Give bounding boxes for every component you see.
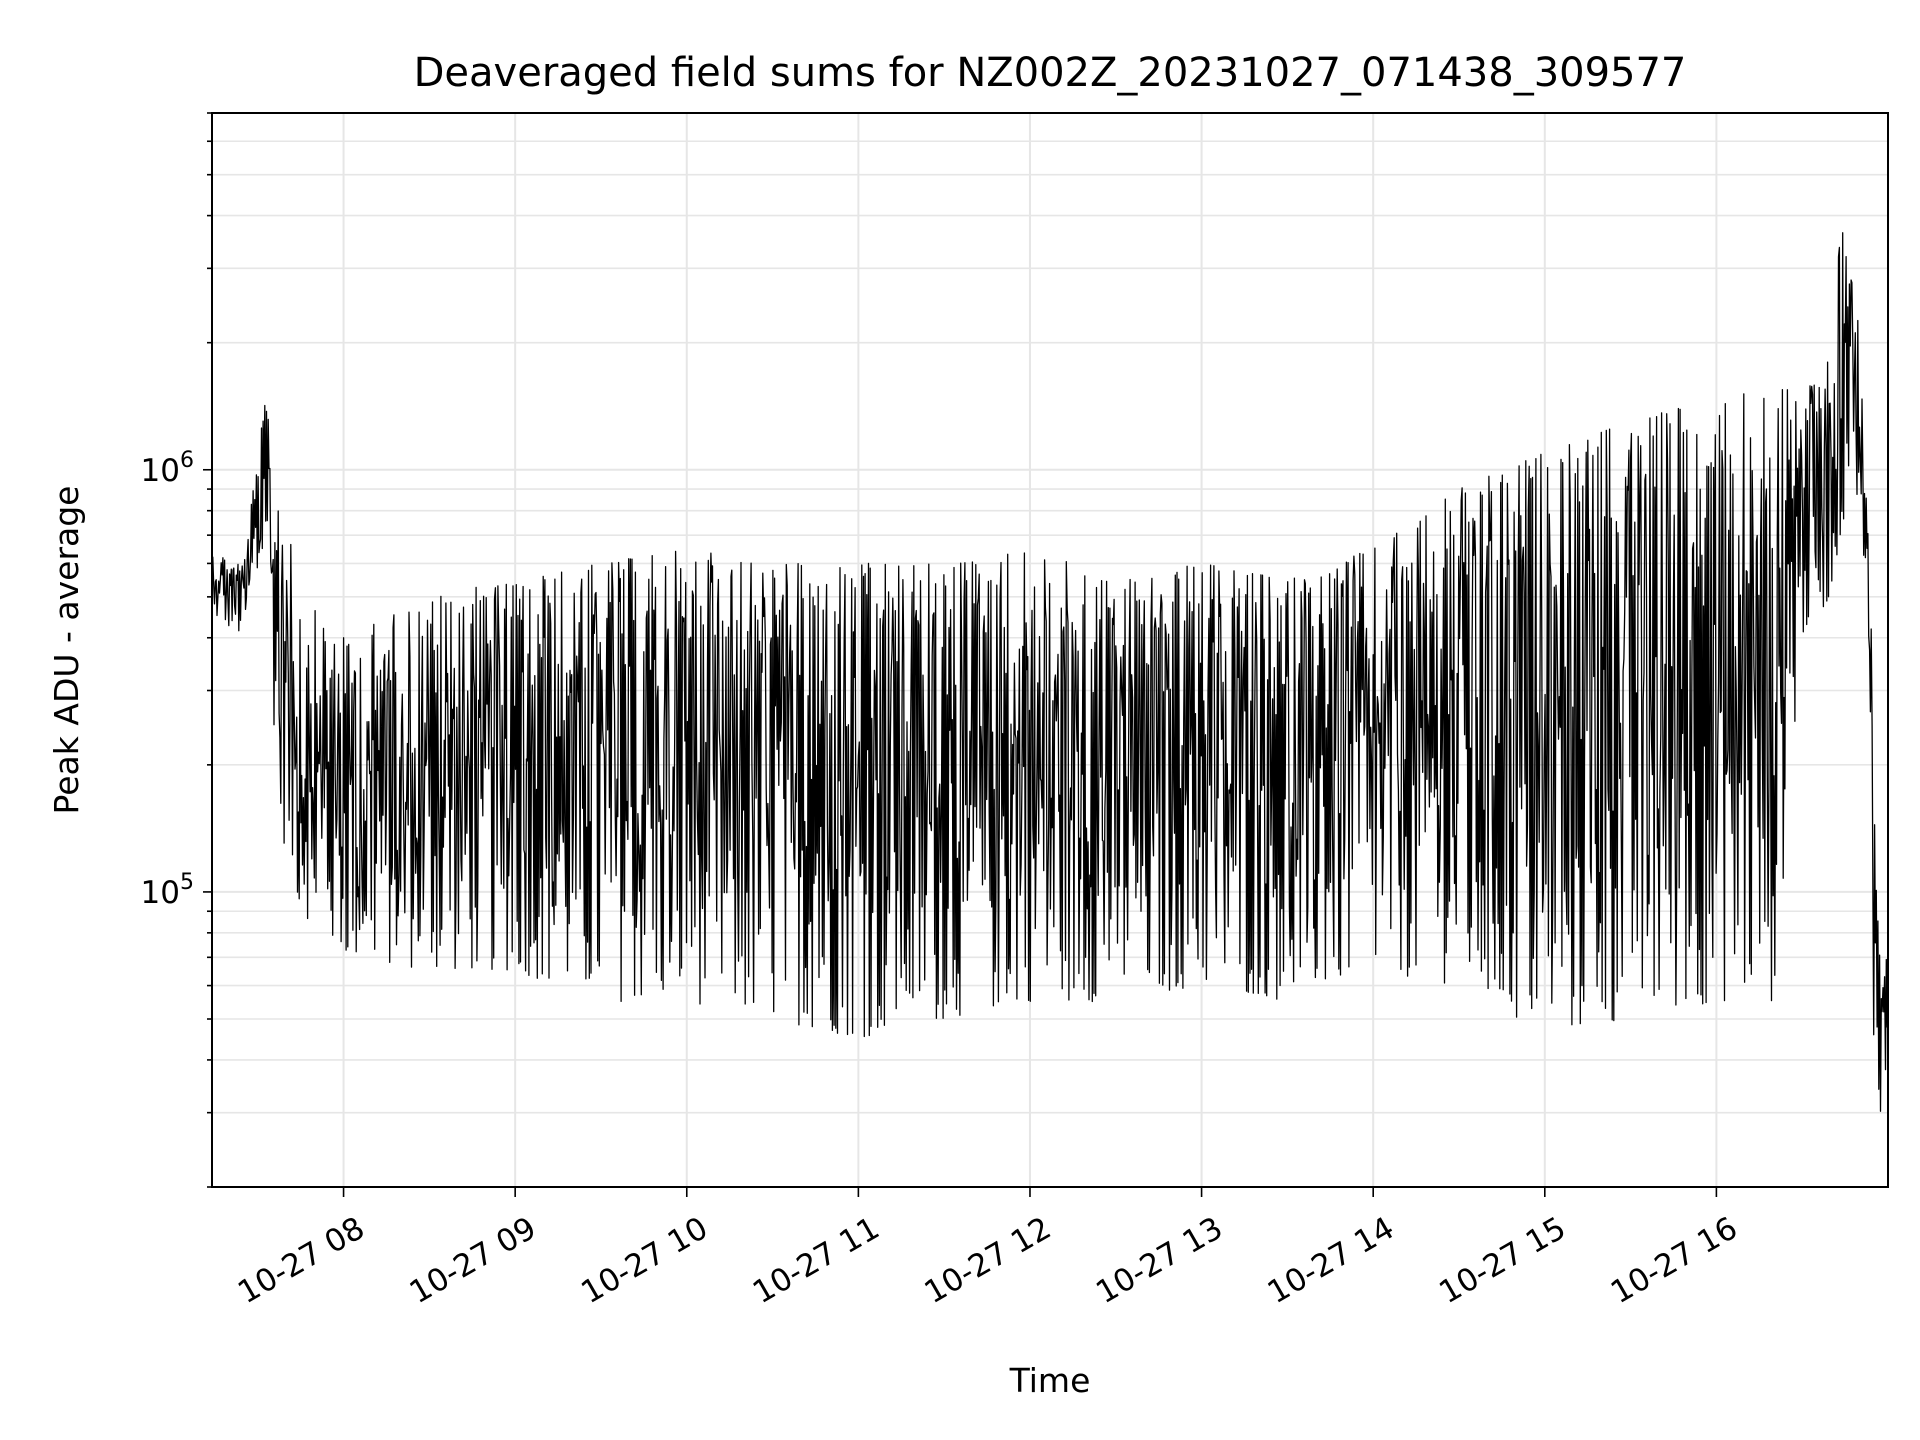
y-tick-label: 106 [141,448,194,489]
chart-title: Deaveraged field sums for NZ002Z_2023102… [414,50,1687,96]
series-layer [211,232,1889,1112]
y-axis-label: Peak ADU - average [47,486,86,815]
y-tick-label: 105 [141,870,194,911]
series-line [211,232,1889,1112]
axes-frame [211,112,1889,1188]
x-axis-label: Time [1009,1361,1091,1400]
